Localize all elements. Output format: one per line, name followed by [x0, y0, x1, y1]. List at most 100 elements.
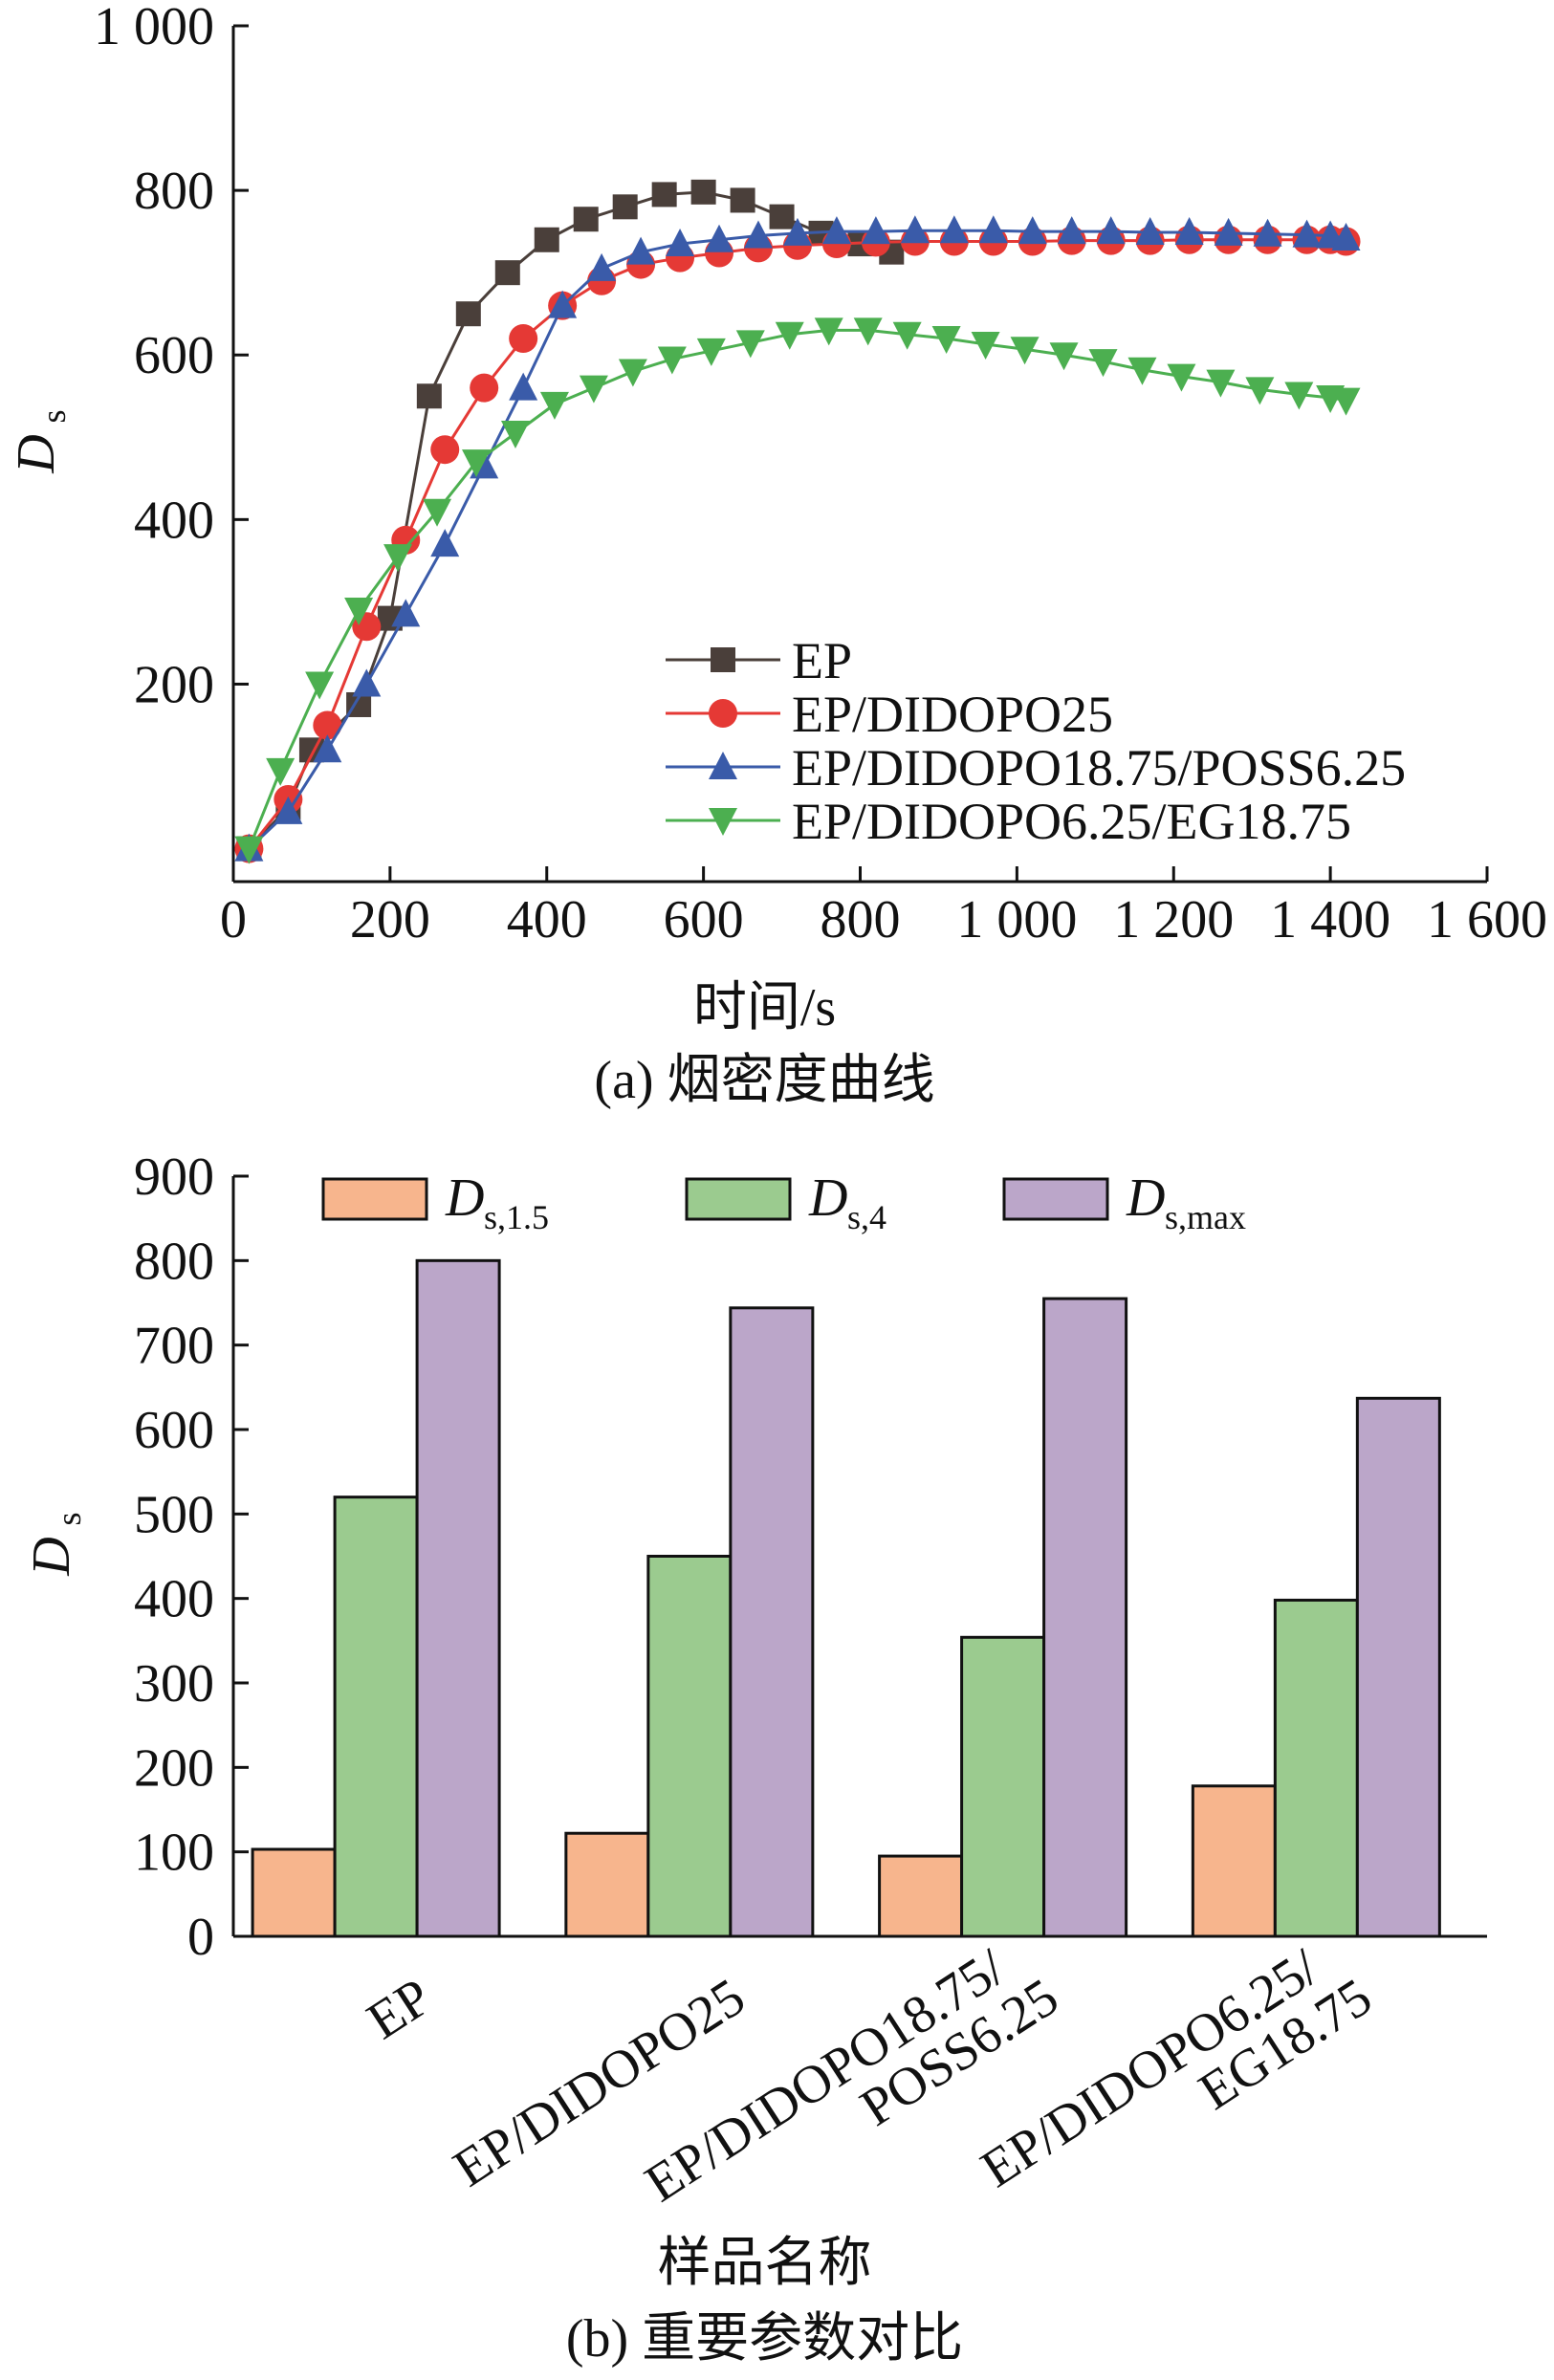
data-point	[900, 215, 930, 244]
data-point	[1245, 377, 1275, 405]
y-axis-label-main: D	[7, 434, 66, 473]
legend-label: D	[445, 1168, 484, 1228]
data-point	[709, 808, 737, 836]
data-point	[455, 301, 481, 327]
data-point	[352, 668, 382, 697]
category-label: EP/DIDOPO18.75/POSS6.25	[635, 1938, 1068, 2215]
data-point	[709, 752, 737, 779]
data-point	[657, 346, 687, 375]
y-tick-label: 100	[134, 1823, 214, 1883]
bar	[1191, 1784, 1277, 1938]
y-tick-label: 600	[134, 326, 214, 385]
data-point	[626, 236, 656, 265]
data-point	[1018, 216, 1047, 245]
bar-group	[251, 1258, 501, 1938]
y-axis-label: Ds	[22, 1512, 88, 1576]
data-point	[470, 373, 499, 403]
data-point	[1331, 223, 1361, 251]
y-tick-label: 1 000	[94, 0, 214, 56]
category-label: EP	[357, 1967, 442, 2051]
bar-group	[1191, 1396, 1441, 1938]
x-tick-label: 1 400	[1270, 890, 1390, 950]
data-point	[234, 836, 264, 864]
x-tick-label: 600	[664, 890, 744, 950]
y-tick-label: 900	[134, 1147, 214, 1207]
bar	[878, 1854, 964, 1938]
y-axis-label: Ds	[7, 409, 73, 473]
data-point	[696, 338, 726, 366]
data-point	[573, 207, 599, 232]
legend-label: D	[1126, 1168, 1165, 1228]
y-tick-label: 200	[134, 655, 214, 714]
smoke-density-line-chart: 0 200 400 600 800 1 000 1 200 1 400 1 600 200 400 6…	[7, 0, 1547, 1110]
data-point	[1127, 357, 1157, 385]
y-tick-label: 500	[134, 1485, 214, 1544]
legend-swatch	[685, 1177, 792, 1221]
data-point	[666, 229, 695, 257]
data-point	[430, 435, 460, 465]
bar-group	[564, 1306, 815, 1938]
legend: EPEP/DIDOPO25EP/DIDOPO18.75/POSS6.25EP/D…	[666, 632, 1406, 850]
legend-label: EP/DIDOPO6.25/EG18.75	[792, 793, 1351, 850]
data-point	[1253, 218, 1282, 247]
bar	[960, 1635, 1046, 1938]
data-point	[931, 326, 961, 355]
bar-group	[878, 1297, 1128, 1938]
data-point	[1331, 387, 1361, 416]
legend-swatch	[321, 1177, 428, 1221]
data-point	[705, 224, 734, 252]
data-point	[690, 179, 716, 205]
data-point	[939, 215, 969, 244]
data-point	[509, 372, 538, 401]
legend-swatch	[1002, 1177, 1109, 1221]
data-point	[1284, 382, 1314, 410]
legend-label: D	[808, 1168, 847, 1228]
y-tick-label: 600	[134, 1401, 214, 1460]
data-point	[494, 260, 520, 286]
y-axis-label-sub: s	[50, 1512, 88, 1525]
data-point	[548, 290, 578, 318]
data-point	[462, 449, 492, 478]
bar	[646, 1555, 733, 1938]
data-point	[509, 324, 538, 354]
data-point	[1214, 217, 1243, 246]
data-point	[313, 710, 342, 740]
x-tick-label: 1 600	[1427, 890, 1547, 950]
data-point	[274, 796, 303, 824]
data-point	[1049, 342, 1079, 371]
chart-caption: (b) 重要参数对比	[566, 2309, 963, 2369]
x-axis-title: 样品名称	[658, 2234, 872, 2293]
series-4	[234, 317, 1361, 864]
y-tick-label: 700	[134, 1317, 214, 1376]
y-tick-label: 800	[134, 1232, 214, 1291]
data-point	[500, 420, 530, 448]
data-point	[651, 182, 677, 207]
y-axis-label-main: D	[22, 1537, 81, 1576]
data-point	[423, 498, 452, 527]
bar	[333, 1496, 419, 1938]
data-point	[735, 330, 765, 359]
legend-label-sub: s,1.5	[484, 1198, 549, 1236]
x-tick-label: 1 200	[1113, 890, 1234, 950]
bar	[1042, 1297, 1128, 1938]
data-point	[579, 375, 608, 404]
legend-label-sub: s,4	[847, 1198, 886, 1236]
data-point	[1135, 217, 1165, 246]
data-point	[305, 671, 335, 700]
x-tick-label: 200	[350, 890, 430, 950]
y-tick-label: 800	[134, 162, 214, 221]
bar	[1273, 1598, 1359, 1938]
data-point	[709, 699, 737, 728]
y-tick-label: 400	[134, 1570, 214, 1629]
data-point	[1010, 337, 1040, 365]
data-point	[769, 204, 795, 229]
data-point	[266, 757, 295, 786]
bar	[415, 1258, 501, 1938]
category-label-line: EP	[357, 1967, 442, 2051]
data-point	[383, 544, 413, 573]
data-point	[971, 332, 1000, 360]
data-point	[978, 215, 1008, 244]
key-parameter-bar-chart: 0 100 200 300 400 500 600 700 800 900 Ds EP EP/DIDOP…	[22, 1147, 1487, 2369]
bar	[729, 1306, 815, 1938]
